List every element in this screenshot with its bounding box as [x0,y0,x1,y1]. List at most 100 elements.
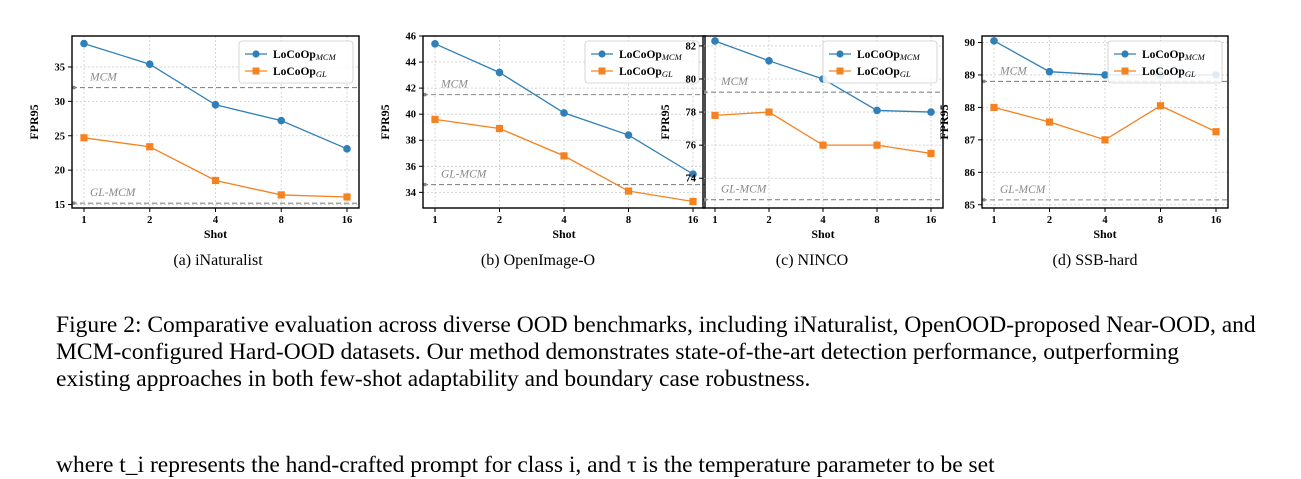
x-tick-label: 4 [820,215,826,226]
y-axis-title: FPR95 [658,104,672,139]
point-mcm [711,37,719,45]
series-line-gl [993,105,1217,141]
reference-label: MCM [440,79,469,91]
body-text-line: where t_i represents the hand-crafted pr… [56,452,995,478]
y-tick-label: 42 [406,84,417,95]
subcaption-3: (c) NINCO [775,252,849,269]
y-tick-label: 86 [965,168,976,179]
x-tick-label: 1 [432,215,437,226]
legend-label: LoCoOpGL [857,66,911,79]
subcaption-1: (a) iNaturalist [173,252,263,269]
plot-frame [981,35,1229,209]
point-gl [624,187,633,195]
reference-line-marker [423,182,427,187]
point-mcm [80,39,88,48]
y-tick-label: 87 [965,135,976,146]
reference-label: MCM [999,65,1028,77]
point-mcm [689,170,697,178]
point-gl [711,111,719,119]
legend-label: LoCoOpMCM [619,49,683,62]
x-axis-title: Shot [811,227,834,241]
point-gl [1212,128,1220,136]
reference-label: GL-MCM [1000,184,1047,196]
x-tick-label: 16 [926,215,937,226]
x-tick-label: 2 [1047,215,1052,226]
reference-line-marker [72,201,76,205]
x-tick-label: 1 [81,215,86,226]
legend-swatch-marker [836,67,844,75]
x-tick-label: 2 [497,215,502,226]
point-gl [343,193,351,201]
chart-4-svg: 85 86 87 88 89 90 1 2 4 8 16 MCM GL-MCM LoCoOpMCM LoCo… [937,35,1229,241]
point-gl [495,124,504,133]
point-mcm [431,40,439,48]
x-tick-label: 4 [1102,215,1108,226]
point-mcm [765,57,773,65]
point-gl [689,197,697,206]
legend-box [1107,40,1223,84]
reference-label: GL-MCM [721,184,768,196]
point-gl [873,141,881,149]
legend-swatch-marker [598,67,606,75]
point-mcm [1045,67,1054,76]
legend-swatch-marker [252,50,260,58]
x-tick-label: 8 [1158,215,1163,226]
figure-row: 15 20 25 30 35 1 2 4 8 16 MCM GL-MCM LoCoOpMCM LoCoOp… [27,32,1229,269]
x-tick-label: 8 [874,215,879,226]
reference-label: GL-MCM [441,169,488,181]
subcaption-2: (b) OpenImage-O [480,252,596,269]
y-axis-title: FPR95 [378,104,392,139]
point-mcm [873,106,881,115]
plot-frame [71,35,360,209]
point-mcm [990,37,998,45]
y-tick-label: 74 [686,174,697,185]
subcaption-4: (d) SSB-hard [1052,252,1138,269]
y-tick-label: 34 [406,188,417,199]
point-mcm [1101,71,1109,79]
point-gl [765,108,773,116]
point-gl [927,149,935,158]
point-gl [80,134,88,142]
legend-label: LoCoOpGL [619,66,673,79]
reference-label: GL-MCM [90,187,137,199]
legend-swatch-marker [1121,50,1129,58]
x-axis-title: Shot [204,227,227,241]
legend-swatch-marker [836,50,844,58]
chart-3-svg: 74 76 78 80 82 1 2 4 8 16 MCM GL-MCM LoCoOpMCM LoCoOp… [658,35,944,241]
chart-1-svg: 15 20 25 30 35 1 2 4 8 16 MCM GL-MCM LoCoOpMCM LoCoOp… [27,35,360,241]
reference-line-marker [703,90,707,95]
x-tick-label: 16 [1211,215,1222,226]
y-tick-label: 82 [686,41,697,52]
legend-label: LoCoOpGL [273,66,327,79]
plot-frame [702,35,944,209]
point-mcm [624,131,633,139]
x-tick-label: 16 [688,215,699,226]
reference-line-marker [982,198,986,202]
plot-frame [422,35,706,209]
legend-box [238,40,354,84]
point-mcm [927,108,935,116]
chart-2-svg: 34 36 38 40 42 44 46 1 2 4 8 16 MCM GL-MCM LoCoOpMCM Lo… [378,32,706,241]
y-tick-label: 25 [55,131,66,142]
y-tick-label: 89 [965,70,976,81]
point-mcm [343,145,351,153]
point-mcm [277,116,286,125]
point-gl [431,115,439,123]
y-tick-label: 90 [965,38,976,49]
y-tick-label: 76 [686,141,697,152]
y-tick-label: 78 [686,108,697,119]
point-gl [1045,118,1054,126]
legend-box [584,40,700,84]
legend-swatch-marker [1121,67,1129,75]
x-axis-title: Shot [552,227,575,241]
x-tick-label: 8 [626,215,631,226]
x-tick-label: 1 [712,215,717,226]
point-gl [211,176,220,185]
point-mcm [560,109,568,117]
x-tick-label: 4 [213,215,219,226]
figure-caption: Figure 2: Comparative evaluation across … [56,312,1256,392]
legend-label: LoCoOpMCM [1142,49,1206,62]
x-tick-label: 1 [991,215,996,226]
y-tick-label: 20 [55,166,66,177]
point-gl [1156,102,1165,110]
